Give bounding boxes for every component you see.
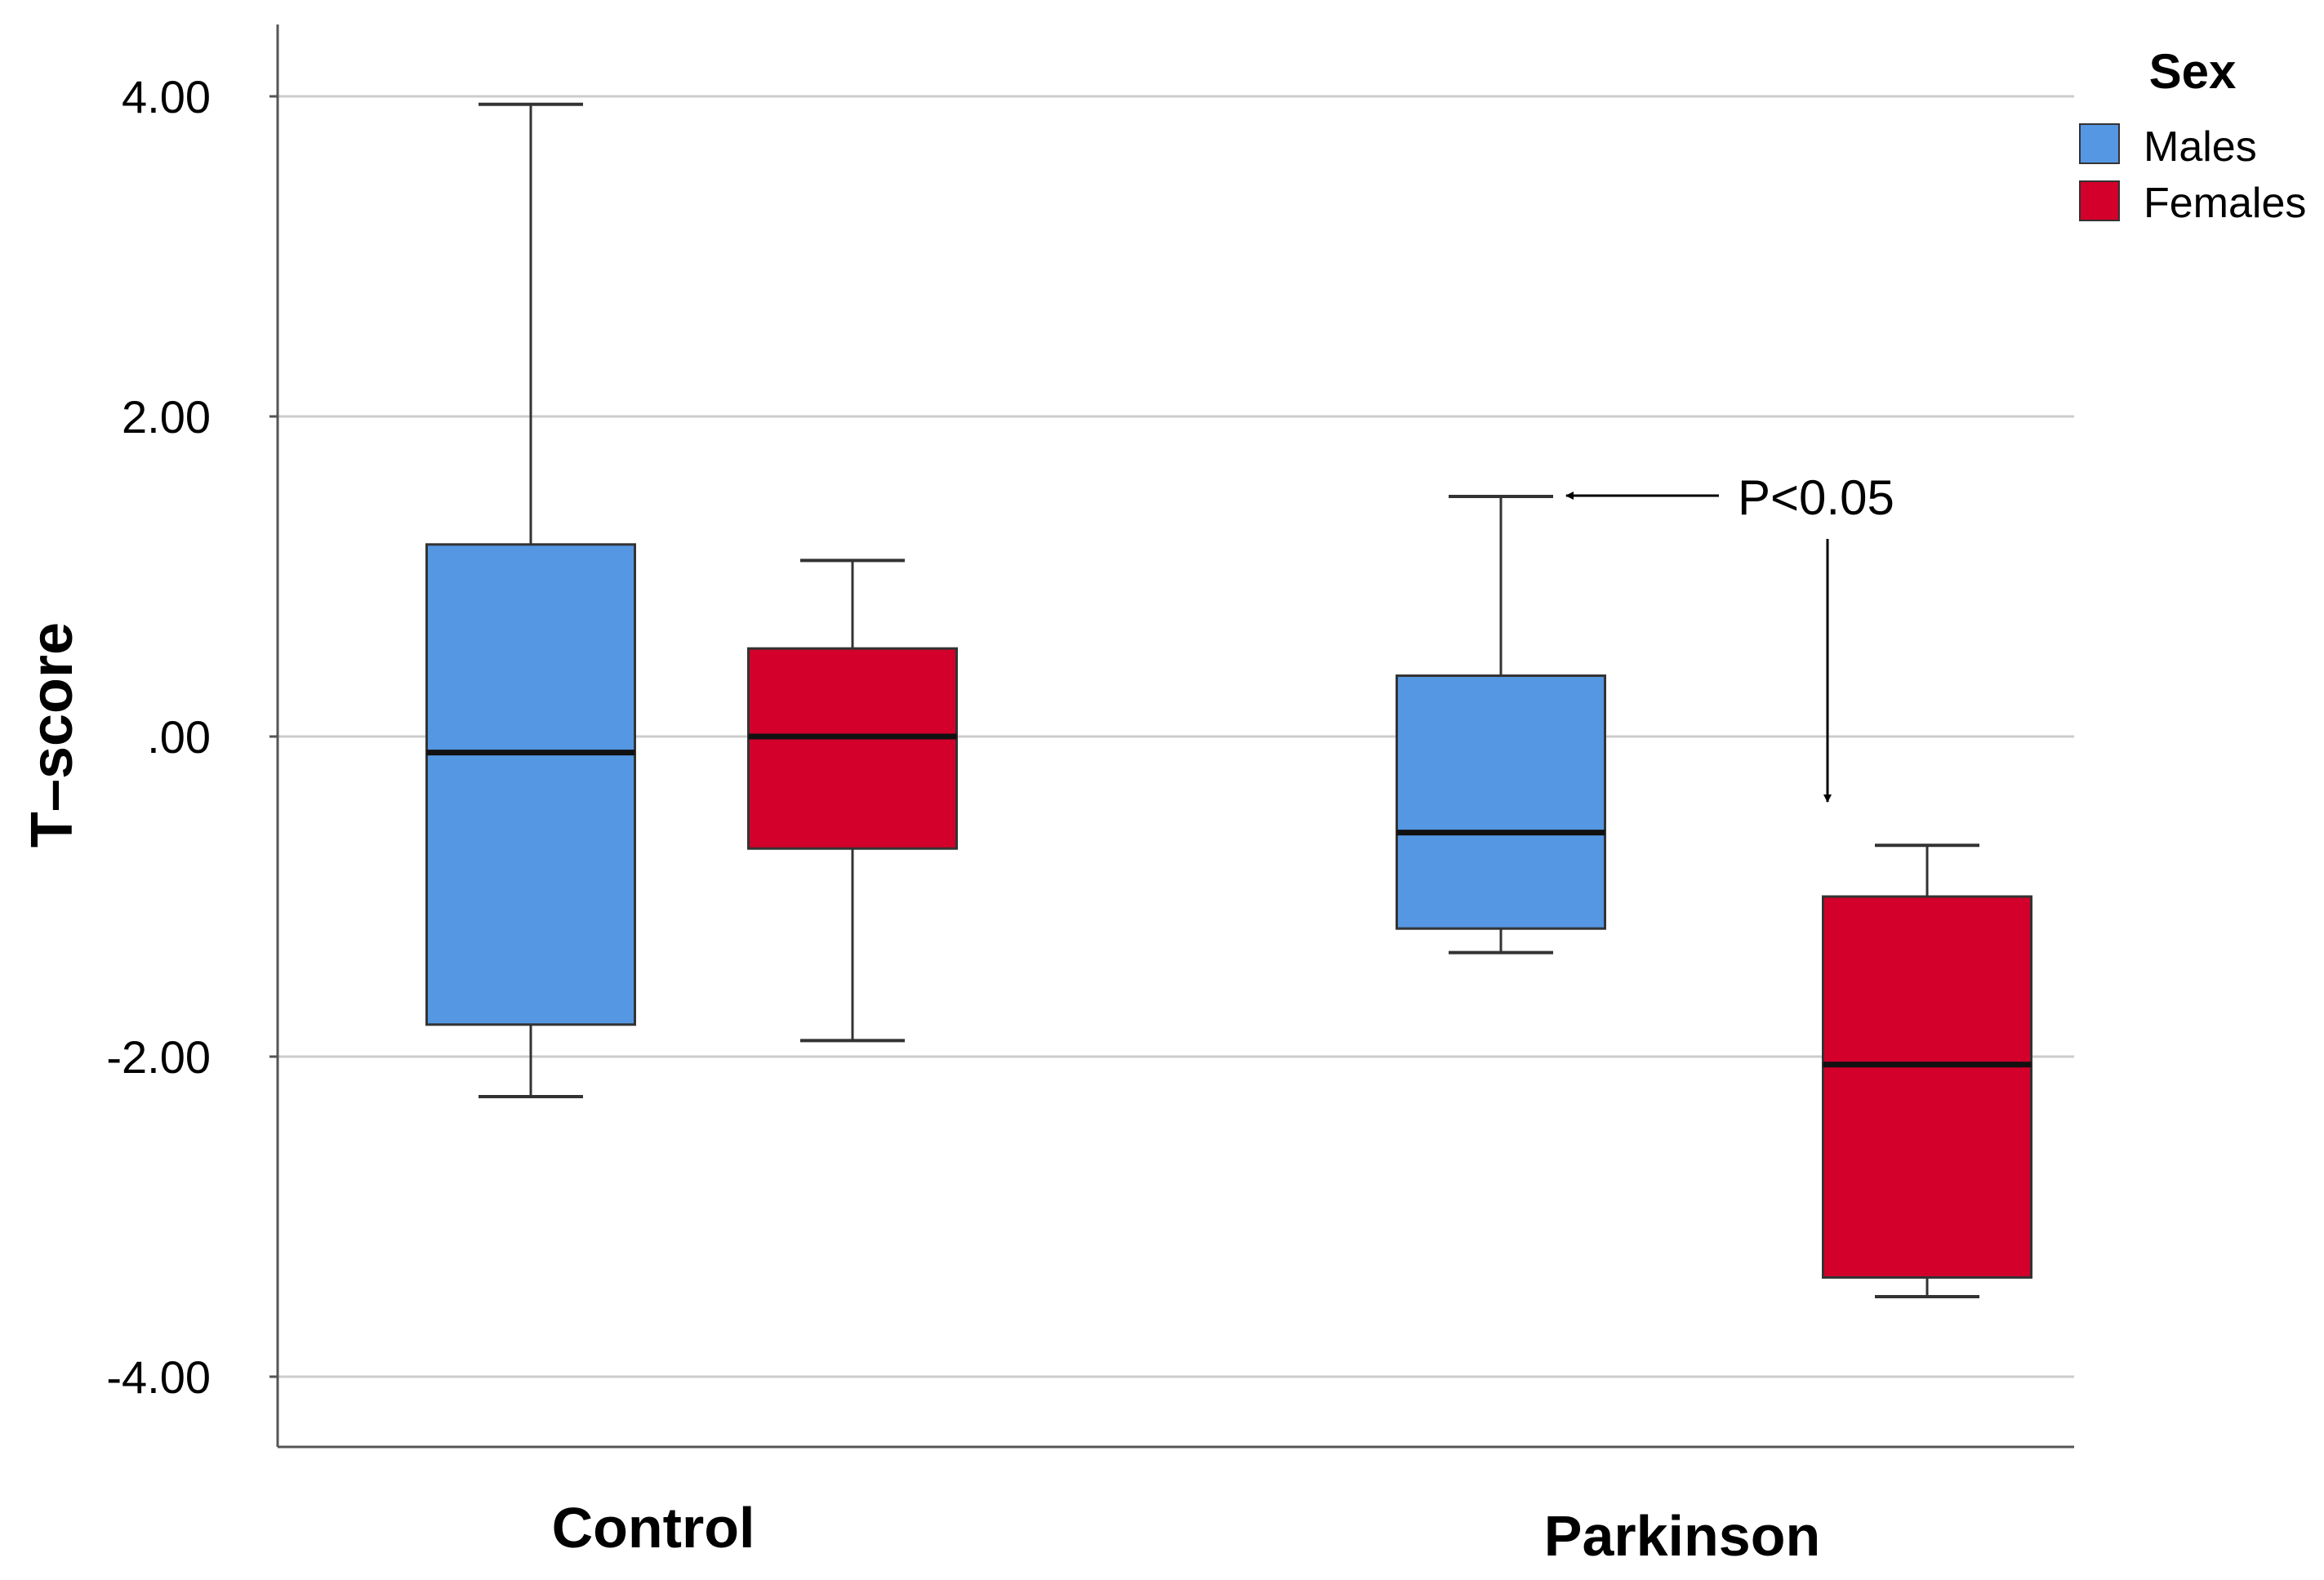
iqr-box-females-control bbox=[747, 647, 958, 850]
annotation-text: P<0.05 bbox=[1738, 470, 1894, 525]
y-tick-label-2: .00 bbox=[147, 711, 211, 763]
iqr-box-males-parkinson bbox=[1396, 674, 1606, 930]
legend-swatch-males bbox=[2079, 123, 2120, 164]
category-label-control: Control bbox=[552, 1496, 755, 1560]
y-tick-label-3: -2.00 bbox=[106, 1031, 211, 1083]
box-series bbox=[425, 102, 2032, 1298]
legend-title: Sex bbox=[2149, 44, 2237, 99]
iqr-box-females-parkinson bbox=[1822, 895, 2032, 1279]
legend: Sex Males Females bbox=[2079, 44, 2306, 227]
box-males-parkinson bbox=[1396, 495, 1606, 955]
iqr-box-males-control bbox=[425, 543, 636, 1026]
legend-swatch-females bbox=[2079, 180, 2120, 221]
box-females-control bbox=[747, 559, 958, 1043]
significance-annotation: P<0.05 bbox=[1565, 470, 1894, 803]
legend-label-males: Males bbox=[2144, 123, 2257, 171]
box-males-control bbox=[425, 102, 636, 1098]
y-tick-label-4: -4.00 bbox=[106, 1351, 211, 1403]
y-tick-label-0: 4.00 bbox=[122, 71, 211, 122]
legend-label-females: Females bbox=[2144, 180, 2306, 227]
box-females-parkinson bbox=[1822, 843, 2032, 1298]
y-tick-labels: 4.00 2.00 .00 -2.00 -4.00 bbox=[106, 71, 278, 1403]
y-axis-label: T–score bbox=[20, 622, 85, 848]
category-label-parkinson: Parkinson bbox=[1544, 1504, 1820, 1568]
y-tick-label-1: 2.00 bbox=[122, 391, 211, 443]
